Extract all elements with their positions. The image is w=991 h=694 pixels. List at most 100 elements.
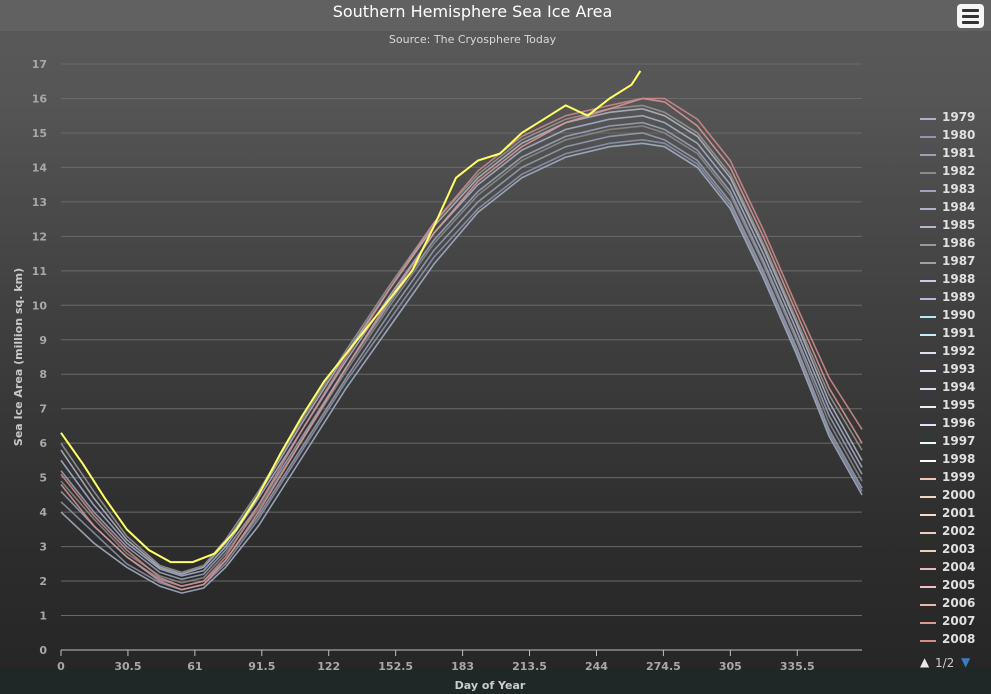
legend-item-1980[interactable]: 1980 [918, 128, 984, 146]
series-line-1986 [60, 104, 863, 574]
legend-label: 1991 [942, 326, 976, 340]
legend-label: 2004 [942, 560, 976, 574]
legend-item-1990[interactable]: 1990 [918, 308, 984, 326]
legend-label: 1985 [942, 218, 976, 232]
legend-label: 2001 [942, 506, 976, 520]
legend-item-1988[interactable]: 1988 [918, 272, 984, 290]
legend-swatch [920, 316, 936, 318]
legend-item-1985[interactable]: 1985 [918, 218, 984, 236]
legend-swatch [920, 334, 936, 336]
legend-item-1986[interactable]: 1986 [918, 236, 984, 254]
legend-item-1999[interactable]: 1999 [918, 470, 984, 488]
y-tick-label: 0 [39, 644, 47, 657]
legend-item-2005[interactable]: 2005 [918, 578, 984, 596]
legend-item-2000[interactable]: 2000 [918, 488, 984, 506]
legend-up-arrow-icon[interactable]: ▲ [920, 655, 930, 669]
y-tick-label: 16 [32, 92, 48, 105]
legend-swatch [920, 190, 936, 192]
y-tick-label: 1 [39, 610, 47, 623]
y-tick-label: 7 [39, 403, 47, 416]
legend-swatch [920, 154, 936, 156]
legend-swatch [920, 172, 936, 174]
legend-item-1995[interactable]: 1995 [918, 398, 984, 416]
legend-item-1982[interactable]: 1982 [918, 164, 984, 182]
legend-swatch [920, 226, 936, 228]
series-line-2007 [60, 97, 863, 591]
y-tick-label: 14 [32, 161, 48, 174]
legend-swatch [920, 406, 936, 408]
legend-swatch [920, 424, 936, 426]
legend-item-1994[interactable]: 1994 [918, 380, 984, 398]
legend-label: 2000 [942, 488, 976, 502]
legend-label: 2006 [942, 596, 976, 610]
legend-swatch [920, 496, 936, 498]
legend-swatch [920, 514, 936, 516]
series-line-1979 [60, 142, 863, 594]
legend-item-2007[interactable]: 2007 [918, 614, 984, 632]
legend-label: 1986 [942, 236, 976, 250]
legend-swatch [920, 118, 936, 120]
legend-item-1981[interactable]: 1981 [918, 146, 984, 164]
y-tick-label: 6 [39, 437, 47, 450]
legend-item-1993[interactable]: 1993 [918, 362, 984, 380]
y-tick-label: 11 [32, 265, 47, 278]
series-line-1985 [60, 107, 863, 576]
hamburger-menu-icon[interactable] [957, 4, 984, 28]
legend-item-1984[interactable]: 1984 [918, 200, 984, 218]
legend-label: 1995 [942, 398, 976, 412]
legend-swatch [920, 478, 936, 480]
legend-item-1979[interactable]: 1979 [918, 110, 984, 128]
y-tick-label: 17 [32, 58, 47, 71]
legend-item-1983[interactable]: 1983 [918, 182, 984, 200]
x-tick-label: 30.5 [114, 660, 141, 673]
legend-swatch [920, 442, 936, 444]
x-tick-label: 213.5 [512, 660, 547, 673]
legend-label: 2007 [942, 614, 976, 628]
legend-label: 1989 [942, 290, 976, 304]
x-tick-label: 335.5 [780, 660, 815, 673]
legend-item-1997[interactable]: 1997 [918, 434, 984, 452]
legend-item-2003[interactable]: 2003 [918, 542, 984, 560]
legend-item-2006[interactable]: 2006 [918, 596, 984, 614]
legend-swatch [920, 262, 936, 264]
legend-label: 1980 [942, 128, 976, 142]
series-line-highlight [60, 70, 642, 564]
legend-swatch [920, 136, 936, 138]
legend-item-1987[interactable]: 1987 [918, 254, 984, 272]
legend-item-2008[interactable]: 2008 [918, 632, 984, 650]
legend-item-2001[interactable]: 2001 [918, 506, 984, 524]
x-tick-label: 183 [451, 660, 474, 673]
legend-item-1996[interactable]: 1996 [918, 416, 984, 434]
legend-item-1998[interactable]: 1998 [918, 452, 984, 470]
x-tick-label: 0 [57, 660, 65, 673]
x-tick-label: 244 [585, 660, 608, 673]
legend-swatch [920, 568, 936, 570]
legend-item-2002[interactable]: 2002 [918, 524, 984, 542]
legend-item-1992[interactable]: 1992 [918, 344, 984, 362]
legend-label: 1983 [942, 182, 976, 196]
legend-label: 2002 [942, 524, 976, 538]
legend-label: 1992 [942, 344, 976, 358]
legend-swatch [920, 604, 936, 606]
y-tick-label: 9 [39, 334, 47, 347]
legend-swatch [920, 208, 936, 210]
y-tick-label: 12 [32, 230, 47, 243]
series-line-2008 [60, 97, 863, 588]
x-tick-label: 152.5 [378, 660, 413, 673]
y-tick-label: 15 [32, 127, 47, 140]
series-line-1983 [60, 121, 863, 581]
legend-item-1991[interactable]: 1991 [918, 326, 984, 344]
legend-label: 1988 [942, 272, 976, 286]
title-bar [0, 0, 991, 31]
y-tick-label: 4 [39, 506, 47, 519]
legend-item-1989[interactable]: 1989 [918, 290, 984, 308]
legend-label: 1979 [942, 110, 976, 124]
legend-label: 1987 [942, 254, 976, 268]
y-tick-label: 8 [39, 368, 47, 381]
legend-swatch [920, 460, 936, 462]
legend-swatch [920, 352, 936, 354]
chart-title: Southern Hemisphere Sea Ice Area [332, 2, 613, 21]
legend-item-2004[interactable]: 2004 [918, 560, 984, 578]
legend-down-arrow-icon[interactable]: ▼ [961, 655, 971, 669]
legend-swatch [920, 298, 936, 300]
